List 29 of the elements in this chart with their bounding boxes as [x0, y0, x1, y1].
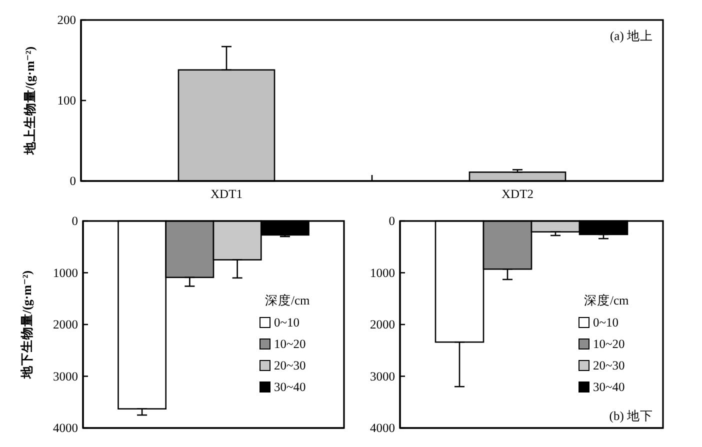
legend-label: 10~20 — [274, 337, 306, 351]
y-tick-label: 1000 — [370, 266, 395, 280]
legend-label: 0~10 — [593, 316, 619, 330]
legend-label: 20~30 — [593, 358, 625, 372]
y-axis-title: 地下生物量/(g·m⁻²) — [20, 270, 34, 378]
legend-label: 30~40 — [274, 380, 306, 394]
y-axis-title: 地上生物量/(g·m⁻²) — [23, 46, 37, 154]
y-tick-label: 3000 — [370, 369, 395, 384]
legend-label: 0~10 — [274, 316, 300, 330]
y-tick-label: 100 — [57, 94, 76, 108]
y-tick-label: 1000 — [53, 266, 78, 280]
annotation: (a) 地上 — [610, 29, 653, 43]
y-tick-label: 0 — [72, 214, 78, 228]
y-tick-label: 2000 — [53, 318, 78, 332]
legend-title: 深度/cm — [265, 294, 310, 308]
legend-label: 20~30 — [274, 358, 306, 372]
y-tick-label: 0 — [388, 214, 395, 228]
legend-title: 深度/cm — [584, 294, 629, 308]
legend-label: 10~20 — [593, 337, 625, 351]
y-tick-label: 4000 — [53, 421, 78, 435]
y-tick-label: 4000 — [370, 421, 395, 435]
y-tick-label: 0 — [70, 174, 76, 188]
legend-label: 30~40 — [593, 380, 625, 394]
x-tick-label: XDT1 — [210, 187, 242, 201]
y-tick-label: 3000 — [53, 369, 78, 384]
y-tick-label: 200 — [57, 13, 76, 27]
x-tick-label: XDT2 — [502, 187, 534, 201]
y-tick-label: 2000 — [370, 318, 395, 332]
annotation: (b) 地下 — [609, 409, 653, 423]
